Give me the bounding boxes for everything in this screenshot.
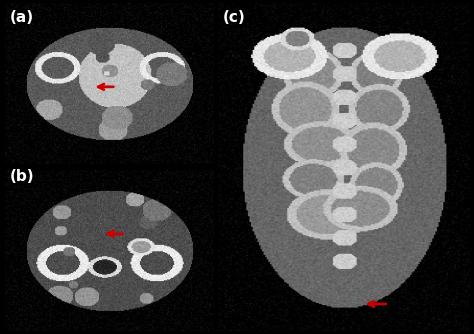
- Text: (a): (a): [9, 10, 34, 25]
- Text: (c): (c): [223, 10, 246, 25]
- Text: (b): (b): [9, 169, 34, 184]
